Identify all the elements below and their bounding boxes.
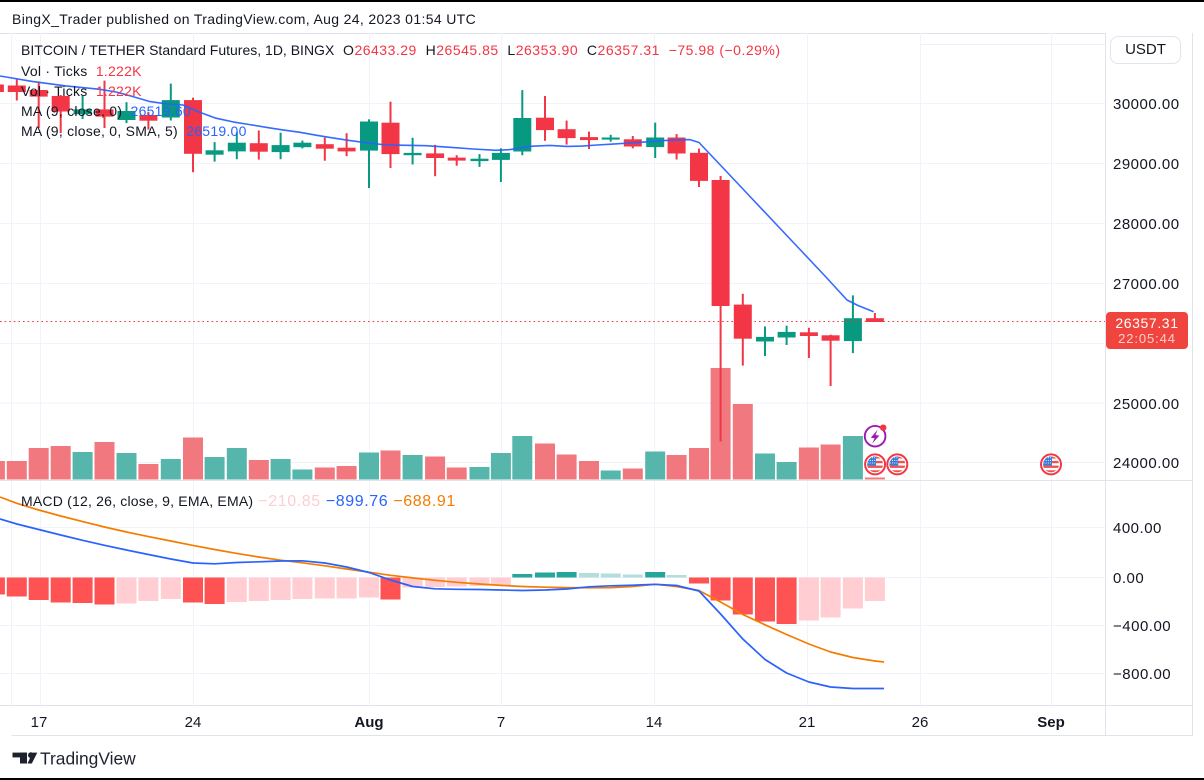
svg-text:TradingView: TradingView [40, 749, 136, 769]
